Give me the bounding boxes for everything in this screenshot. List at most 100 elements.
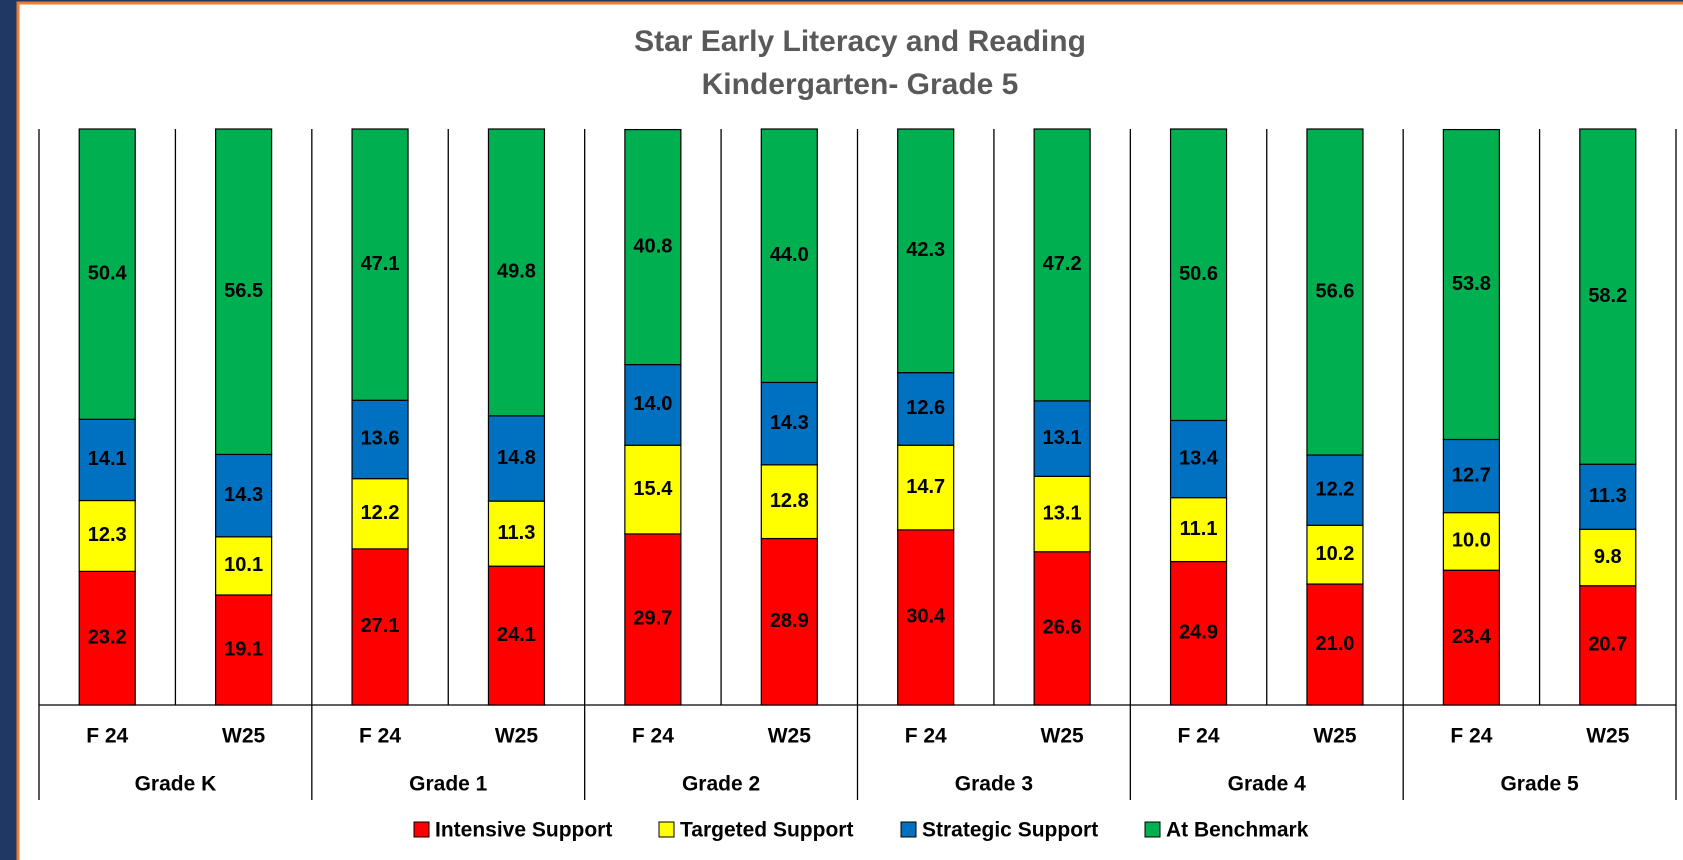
bar-segment — [1169, 128, 1228, 422]
data-label: 20.7 — [1588, 634, 1627, 656]
data-label: 12.2 — [361, 502, 400, 524]
bar-segment — [1442, 512, 1500, 571]
bar-segment — [1033, 128, 1091, 402]
bar-segment — [1306, 128, 1364, 456]
bar-segment — [1033, 475, 1091, 553]
bar-segment — [1169, 497, 1228, 563]
data-label: 24.9 — [1179, 622, 1218, 644]
bar-segment — [760, 464, 818, 540]
group-label: Grade 4 — [1228, 773, 1307, 796]
data-label: 27.1 — [361, 615, 400, 637]
x-tick-label: F 24 — [86, 725, 128, 748]
data-label: 47.1 — [361, 253, 400, 275]
data-label: 13.1 — [1043, 502, 1082, 524]
bar-segment — [1033, 551, 1091, 706]
bar-segment — [897, 372, 955, 446]
data-label: 12.6 — [906, 397, 945, 419]
legend-swatch — [413, 821, 430, 838]
data-label: 10.0 — [1452, 530, 1491, 552]
data-label: 50.6 — [1179, 263, 1218, 285]
data-label: 19.1 — [224, 638, 263, 660]
data-label: 47.2 — [1043, 253, 1082, 275]
data-label: 13.4 — [1179, 447, 1219, 469]
x-tick-label: W25 — [768, 725, 812, 748]
data-label: 56.6 — [1315, 280, 1354, 302]
bar-segment — [760, 128, 818, 384]
x-tick-label: W25 — [1041, 725, 1085, 748]
x-tick-label: F 24 — [905, 725, 947, 748]
data-label: 14.3 — [770, 412, 809, 434]
bar-segment — [760, 537, 818, 706]
data-label: 9.8 — [1594, 546, 1622, 568]
data-label: 14.1 — [88, 448, 127, 470]
data-label: 21.0 — [1315, 633, 1354, 655]
chart-title: Star Early Literacy and Reading — [634, 25, 1086, 58]
x-tick-label: W25 — [222, 725, 266, 748]
group-label: Grade 5 — [1500, 773, 1579, 796]
bar-segment — [1579, 528, 1637, 587]
legend-label: At Benchmark — [1166, 819, 1309, 842]
bar-segment — [215, 536, 273, 596]
data-label: 11.3 — [1589, 485, 1627, 507]
bar-segment — [78, 128, 136, 420]
data-label: 58.2 — [1588, 285, 1627, 307]
group-label: Grade 3 — [955, 773, 1033, 796]
data-label: 12.8 — [770, 490, 809, 512]
data-label: 14.7 — [906, 476, 945, 498]
bar-segment — [351, 478, 409, 550]
bar-segment — [1442, 569, 1500, 706]
data-label: 23.2 — [88, 626, 127, 648]
bar-segment — [215, 594, 273, 706]
x-tick-label: W25 — [1313, 725, 1357, 748]
data-label: 12.2 — [1315, 478, 1354, 500]
bar-segment — [487, 128, 546, 417]
data-label: 10.2 — [1315, 543, 1354, 565]
legend-swatch — [900, 821, 917, 838]
data-label: 12.3 — [88, 524, 127, 546]
chart-subtitle: Kindergarten- Grade 5 — [702, 68, 1019, 101]
bar-segment — [487, 415, 546, 502]
data-label: 49.8 — [497, 261, 536, 283]
bar-segment — [351, 548, 409, 706]
bar-segment — [1033, 400, 1091, 477]
legend-swatch — [1144, 821, 1161, 838]
data-label: 10.1 — [224, 554, 263, 576]
bar-segment — [897, 128, 955, 374]
bar-segment — [487, 500, 546, 567]
legend-swatch — [658, 821, 675, 838]
data-label: 14.3 — [224, 484, 263, 506]
bar-segment — [897, 529, 955, 706]
data-label: 28.9 — [770, 610, 809, 632]
x-tick-label: F 24 — [1178, 725, 1220, 748]
bar-segment — [624, 128, 682, 366]
bar-segment — [487, 565, 546, 706]
data-label: 24.1 — [497, 624, 536, 646]
legend-label: Intensive Support — [435, 819, 612, 842]
bar-segment — [760, 381, 818, 466]
legend-label: Strategic Support — [922, 819, 1098, 842]
group-label: Grade K — [135, 773, 217, 796]
data-label: 40.8 — [633, 235, 672, 257]
data-label: 13.6 — [361, 428, 400, 450]
data-label: 42.3 — [906, 239, 945, 261]
data-label: 50.4 — [88, 262, 128, 284]
data-label: 44.0 — [770, 244, 809, 266]
x-tick-label: F 24 — [632, 725, 674, 748]
data-label: 53.8 — [1452, 273, 1491, 295]
bar-segment — [897, 444, 955, 531]
bar-segment — [1306, 583, 1364, 706]
bar-segment — [351, 399, 409, 480]
x-tick-label: F 24 — [1450, 725, 1492, 748]
data-label: 14.0 — [633, 393, 672, 415]
bar-segment — [1306, 454, 1364, 526]
bar-segment — [1169, 419, 1228, 499]
data-label: 13.1 — [1043, 427, 1082, 449]
bar-segment — [78, 418, 136, 502]
bar-segment — [351, 128, 409, 401]
data-label: 56.5 — [224, 280, 263, 302]
data-label: 29.7 — [633, 608, 672, 630]
data-label: 23.4 — [1452, 626, 1492, 648]
bar-segment — [624, 533, 682, 706]
x-tick-label: W25 — [495, 725, 539, 748]
